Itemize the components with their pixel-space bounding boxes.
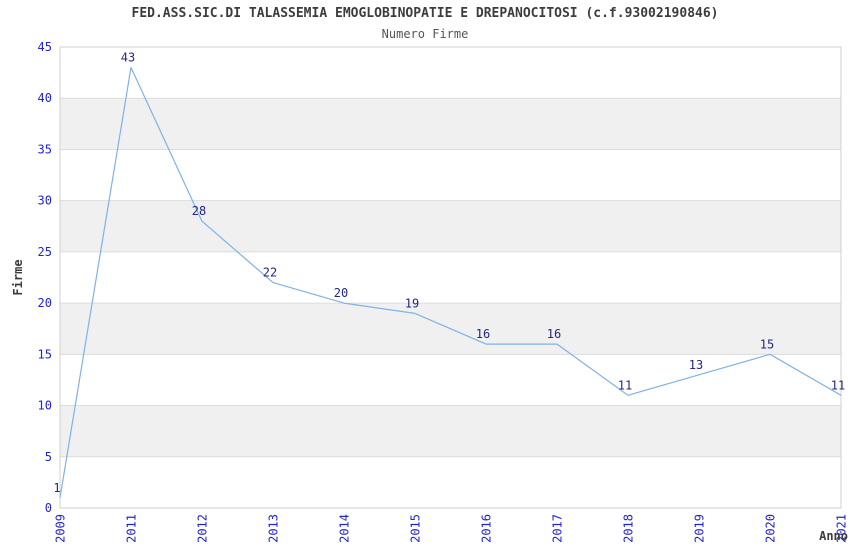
plot-border — [59, 46, 842, 509]
plot-band — [60, 98, 841, 150]
point-label: 16 — [547, 327, 561, 341]
point-label: 28 — [192, 204, 206, 218]
chart-title: FED.ASS.SIC.DI TALASSEMIA EMOGLOBINOPATI… — [131, 6, 719, 21]
y-tick-label: 0 — [45, 501, 52, 515]
x-tick-label: 2017 — [551, 514, 565, 543]
y-tick-label: 15 — [38, 347, 52, 361]
y-axis-label: Firme — [11, 259, 25, 295]
point-label: 1 — [53, 481, 60, 495]
data-line — [59, 66, 842, 498]
y-tick-label: 40 — [38, 91, 52, 105]
x-tick-label: 2009 — [54, 514, 68, 543]
x-tick-label: 2013 — [267, 514, 281, 543]
plot-band — [60, 200, 841, 252]
x-tick-label: 2020 — [764, 514, 778, 543]
x-tick-label: 2021 — [835, 514, 849, 543]
point-label: 22 — [263, 266, 277, 280]
x-tick-label: 2019 — [693, 514, 707, 543]
point-label: 43 — [121, 50, 135, 64]
x-tick-label: 2012 — [196, 514, 210, 543]
point-label: 19 — [405, 296, 419, 310]
point-label: 15 — [760, 337, 774, 351]
point-label: 16 — [476, 327, 490, 341]
y-tick-label: 25 — [38, 245, 52, 259]
y-tick-label: 5 — [45, 450, 52, 464]
x-tick-label: 2015 — [409, 514, 423, 543]
y-tick-label: 30 — [38, 194, 52, 208]
y-tick-label: 35 — [38, 142, 52, 156]
x-axis-label: Anno — [819, 529, 848, 543]
point-label: 11 — [831, 378, 845, 392]
point-label: 11 — [618, 378, 632, 392]
chart-subtitle: Numero Firme — [381, 27, 469, 41]
y-tick-label: 45 — [38, 40, 52, 54]
plot-band — [60, 405, 841, 457]
point-label: 20 — [334, 286, 348, 300]
x-tick-label: 2011 — [125, 514, 139, 543]
x-tick-label: 2014 — [338, 514, 352, 543]
y-tick-label: 10 — [38, 399, 52, 413]
point-label: 13 — [689, 358, 703, 372]
x-tick-label: 2016 — [480, 514, 494, 543]
x-tick-label: 2018 — [622, 514, 636, 543]
y-tick-label: 20 — [38, 296, 52, 310]
